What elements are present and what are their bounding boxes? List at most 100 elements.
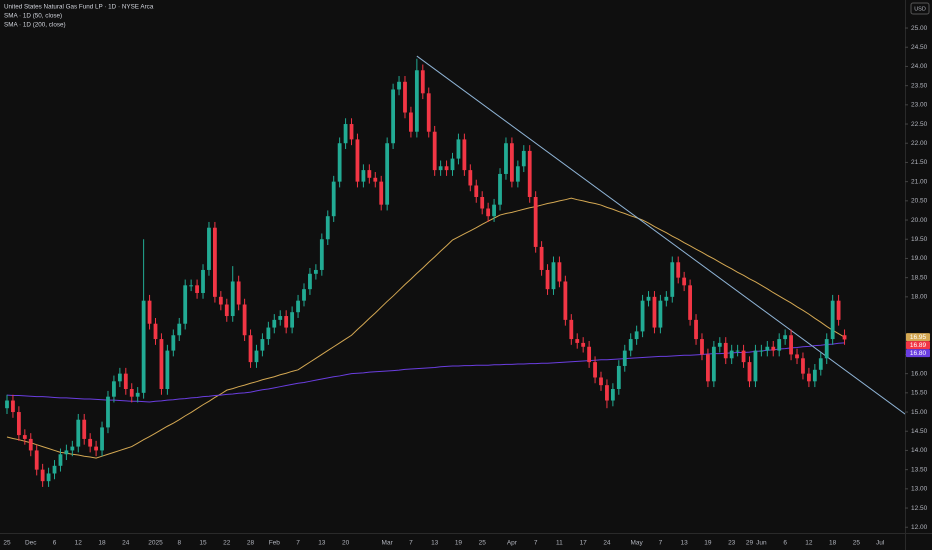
candle-body (801, 358, 805, 374)
candle-body (741, 350, 746, 363)
x-tick-label: Apr (507, 540, 518, 547)
candle-body (753, 350, 758, 382)
price-badge (906, 333, 930, 342)
y-tick-label: 23.00 (911, 102, 928, 109)
x-tick-label: 15 (199, 540, 207, 547)
x-tick-label: 12 (805, 540, 813, 547)
candle-body (135, 392, 140, 397)
candle-body (605, 385, 609, 401)
candle-body (438, 166, 443, 171)
y-tick-label: 20.00 (911, 217, 928, 224)
currency-box[interactable] (910, 2, 930, 15)
candle-body (432, 131, 437, 171)
candle-body (575, 339, 580, 343)
candle-body (771, 346, 776, 351)
y-tick-label: 13.00 (911, 486, 928, 493)
candle-body (82, 419, 87, 439)
candle-body (278, 316, 283, 320)
x-tick-label: May (630, 540, 643, 547)
candle-body (248, 335, 253, 363)
candle-body (195, 285, 199, 293)
candle-body (688, 285, 692, 320)
y-tick-label: 20.50 (911, 198, 928, 205)
candle-body (426, 93, 431, 132)
x-tick-label: 25 (853, 540, 861, 547)
candle-body (646, 296, 651, 301)
y-tick-label: 18.00 (911, 294, 928, 301)
candle-body (159, 339, 164, 389)
candle-body (296, 300, 300, 313)
x-tick-label: 24 (122, 540, 130, 547)
candle-body (403, 81, 407, 113)
currency-label[interactable]: USD (914, 6, 926, 12)
price-badge (906, 349, 930, 358)
x-tick-label: 25 (3, 540, 11, 547)
x-tick-label: 28 (247, 540, 255, 547)
candle-body (551, 262, 556, 290)
y-tick-label: 12.50 (911, 505, 928, 512)
candle-body (207, 227, 211, 270)
candle-body (106, 396, 110, 428)
y-tick-label: 25.00 (911, 25, 928, 32)
x-tick-label: 7 (409, 540, 413, 547)
candle-body (313, 269, 318, 274)
candle-body (189, 285, 194, 287)
price-badge (906, 341, 930, 350)
candle-body (783, 335, 788, 340)
candle-body (165, 350, 170, 389)
candle-body (331, 181, 336, 217)
legend-entry: SMA · 1D (50, close) (4, 13, 62, 20)
candle-body (664, 296, 669, 301)
candle-body (171, 335, 176, 351)
plot-layer (5, 55, 905, 487)
y-tick-label: 24.00 (911, 63, 928, 70)
candle-body (373, 177, 378, 182)
x-tick-label: 19 (704, 540, 712, 547)
candle-body (100, 427, 104, 451)
x-tick-label: 12 (75, 540, 83, 547)
candle-body (343, 124, 348, 144)
candle-body (640, 300, 645, 332)
candle-body (533, 196, 538, 247)
x-tick-label: 7 (296, 540, 300, 547)
candle-body (539, 246, 544, 270)
y-tick-label: 18.50 (911, 274, 928, 281)
candle-body (129, 388, 134, 397)
candle-body (58, 454, 63, 466)
price-badge-label: 16.89 (910, 342, 927, 349)
candle-body (515, 166, 520, 182)
candle-body (777, 339, 782, 351)
x-tick-label: Feb (269, 540, 281, 547)
candle-body (759, 350, 764, 352)
candle-body (88, 438, 93, 447)
x-tick-label: 24 (603, 540, 611, 547)
candle-body (450, 158, 455, 171)
candle-body (557, 262, 562, 282)
candle-body (527, 150, 532, 197)
candle-body (272, 319, 277, 328)
y-tick-label: 12.00 (911, 524, 928, 531)
candle-body (581, 342, 586, 347)
candle-body (492, 204, 496, 217)
sma-line (6, 197, 845, 459)
candle-body (593, 362, 597, 378)
candle-body (414, 70, 419, 132)
candle-body (824, 339, 829, 359)
candle-body (717, 342, 722, 347)
candle-body (367, 170, 372, 178)
y-tick-label: 22.00 (911, 140, 928, 147)
candle-body (569, 319, 574, 340)
y-tick-label: 15.50 (911, 390, 928, 397)
price-badge-label: 16.80 (910, 350, 927, 357)
candle-body (11, 400, 15, 413)
x-tick-label: Mar (382, 540, 394, 547)
x-tick-label: Dec (25, 540, 37, 547)
candle-body (385, 143, 390, 205)
candle-body (694, 319, 698, 340)
candle-body (498, 173, 502, 205)
candle-body (391, 89, 395, 144)
candle-body (112, 381, 116, 397)
candle-body (201, 269, 205, 293)
x-tick-label: Jul (876, 540, 885, 547)
